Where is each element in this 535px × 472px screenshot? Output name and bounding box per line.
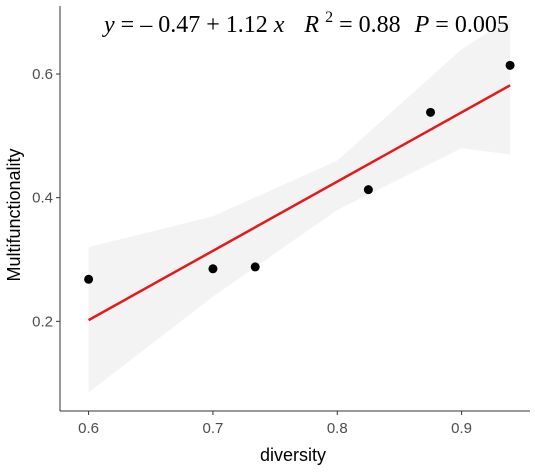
x-tick-label: 0.6 (78, 420, 99, 437)
y-tick-label: 0.4 (32, 190, 53, 207)
annotation-r-value: = 0.88 (339, 12, 407, 38)
regression-annotation: y = – 0.47 + 1.12 x R 2 = 0.88 P = 0.005 (102, 2, 509, 38)
y-axis-title: Multifunctionality (4, 148, 24, 281)
annotation-r: R (303, 12, 319, 38)
y-tick-label: 0.2 (32, 313, 53, 330)
annotation-equation: = – 0.47 + 1.12 (121, 12, 274, 38)
annotation-y: y (102, 12, 115, 38)
data-point (426, 107, 436, 117)
regression-line (87, 84, 511, 322)
data-point (208, 264, 218, 274)
data-point (84, 274, 94, 284)
annotation-p-value: = 0.005 (435, 12, 509, 38)
annotation-x: x (273, 12, 285, 38)
annotation-r-sup: 2 (325, 9, 333, 26)
x-tick-label: 0.8 (327, 420, 348, 437)
data-point (250, 262, 260, 272)
x-tick-label: 0.9 (451, 420, 472, 437)
data-point (505, 60, 515, 70)
x-axis-title: diversity (260, 445, 326, 465)
x-tick-label: 0.7 (203, 420, 224, 437)
annotation-p: P (414, 12, 430, 38)
data-point (363, 185, 373, 195)
confidence-band (88, 18, 511, 393)
y-tick-label: 0.6 (32, 66, 53, 83)
